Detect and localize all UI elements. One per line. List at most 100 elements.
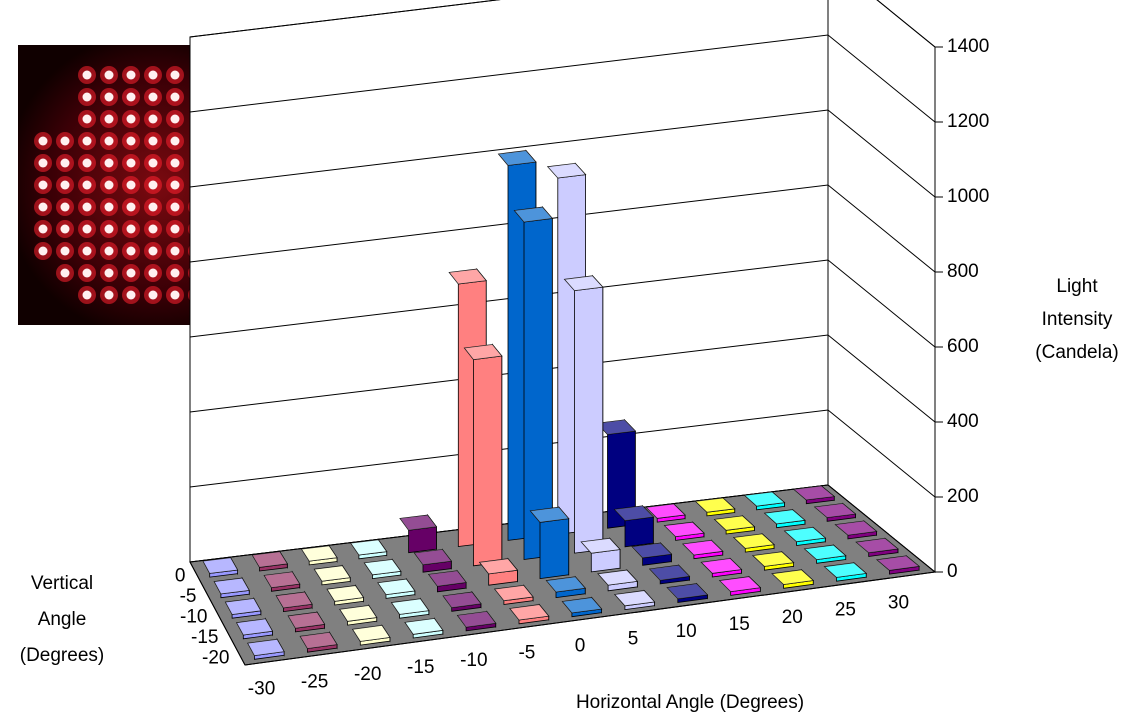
z-axis-title: Light — [1056, 276, 1098, 297]
led — [82, 202, 92, 212]
bar — [666, 582, 709, 603]
bar-front — [408, 526, 437, 554]
bar-top — [743, 491, 786, 507]
bar-top — [339, 605, 378, 622]
bar-top-light — [581, 538, 620, 554]
bar — [732, 532, 775, 553]
x-tick-label: -10 — [460, 650, 487, 671]
bar — [247, 637, 285, 660]
x-tick-label: 15 — [729, 614, 750, 635]
led — [38, 246, 48, 256]
bar-top — [732, 533, 775, 549]
bar — [580, 537, 621, 573]
bar-front — [574, 286, 604, 554]
led — [60, 158, 70, 168]
bar — [399, 513, 438, 554]
bar-top-light — [614, 590, 655, 606]
x-tick-label: 5 — [628, 628, 639, 649]
bar-top — [390, 598, 430, 615]
y-tick-label: 600 — [947, 336, 979, 357]
bar — [561, 596, 603, 618]
bar — [876, 555, 921, 575]
led — [126, 224, 136, 234]
bar-top — [631, 542, 673, 559]
bar-top — [448, 268, 487, 285]
bar — [803, 544, 847, 564]
bar — [645, 503, 686, 523]
bar — [700, 557, 743, 578]
bar — [823, 561, 868, 582]
bar-top-light — [547, 163, 586, 178]
bar-top-light — [300, 632, 337, 649]
z-axis-title: Intensity — [1042, 309, 1113, 330]
bar-top — [763, 509, 806, 525]
bar-top-light — [764, 509, 805, 524]
bar-top-light — [400, 515, 437, 531]
bar-top-light — [562, 597, 602, 613]
led — [170, 70, 180, 80]
bar-top-light — [414, 549, 452, 565]
depth-axis — [189, 561, 246, 666]
bar-top — [287, 611, 326, 629]
bar-top-light — [682, 540, 723, 555]
bar-top — [580, 537, 621, 554]
bar-top-light — [514, 207, 553, 222]
x-tick-label: -15 — [407, 657, 434, 678]
bar-top — [648, 564, 691, 581]
bar — [613, 589, 656, 611]
led — [170, 202, 180, 212]
led — [148, 290, 158, 300]
bar-top — [713, 515, 756, 531]
bar-top-light — [203, 557, 238, 574]
bar-top — [529, 506, 570, 523]
led — [104, 70, 114, 80]
bar-top — [803, 544, 847, 561]
bar-top-light — [632, 543, 672, 558]
bar-top-light — [598, 570, 638, 586]
y-tick-label: 800 — [947, 261, 979, 282]
bar-top-light — [301, 545, 337, 562]
bar — [834, 520, 878, 540]
led — [126, 92, 136, 102]
bar-top — [313, 565, 351, 582]
bar-top-light — [793, 486, 835, 500]
bar-top-light — [701, 558, 742, 574]
led — [126, 70, 136, 80]
bar-top — [427, 570, 467, 587]
bar-top — [563, 275, 604, 292]
led — [60, 224, 70, 234]
bar — [275, 590, 313, 613]
led — [104, 92, 114, 102]
bar-top — [493, 584, 534, 602]
led — [38, 180, 48, 190]
led — [60, 202, 70, 212]
bar — [783, 526, 827, 546]
x-tick-label: 0 — [575, 636, 586, 657]
bar-front — [624, 516, 654, 548]
bar-top-light — [314, 565, 351, 582]
bar — [224, 596, 262, 619]
bar-top-light — [498, 150, 536, 166]
bar — [456, 610, 497, 632]
led — [104, 246, 114, 256]
bar-top-light — [646, 504, 685, 519]
z-axis-title: (Candela) — [1035, 342, 1118, 363]
bar-top — [213, 577, 250, 595]
bar — [563, 274, 604, 554]
bar — [792, 485, 836, 505]
bar-top — [413, 549, 453, 566]
bar-top-light — [350, 539, 387, 555]
led — [148, 158, 158, 168]
led — [148, 70, 158, 80]
bar — [545, 575, 586, 599]
bar — [771, 568, 815, 589]
led — [148, 136, 158, 146]
bar-top — [823, 562, 868, 578]
led — [126, 180, 136, 190]
grid-line — [189, 184, 936, 273]
bar-top-light — [719, 576, 761, 592]
grid-line — [189, 0, 936, 48]
category-label: -15 — [191, 627, 218, 648]
y-tick-label: 1400 — [947, 36, 989, 57]
bar — [251, 550, 288, 572]
